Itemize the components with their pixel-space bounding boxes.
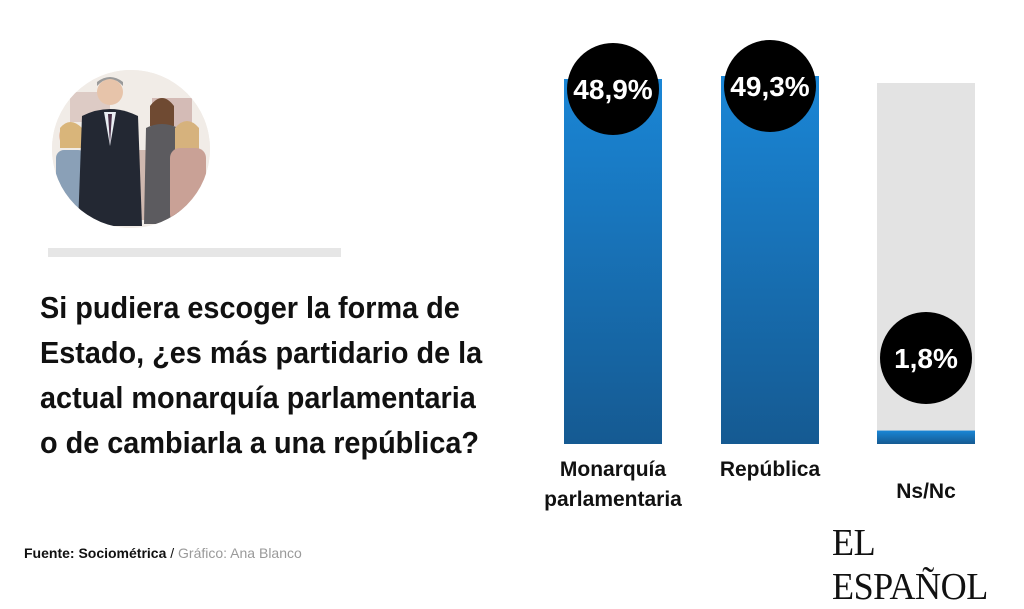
divider-bar [48,248,341,257]
value-bubble [880,312,972,404]
category-label: parlamentaria [544,488,682,511]
bar-chart: 48,9% Monarquía parlamentaria 49,3% Repúblic… [544,40,975,511]
category-label: Ns/Nc [896,480,956,503]
data-label: 49,3% [730,71,809,102]
source-line: Fuente: Sociométrica / Gráfico: Ana Blan… [24,545,302,561]
el-espanol-logo: EL ESPAÑOL [832,522,988,608]
value-bubble [567,42,659,135]
graphic-credit: Gráfico: Ana Blanco [178,545,302,561]
royal-family-photo [52,70,210,228]
survey-question: Si pudiera escoger la forma de Estado, ¿… [40,290,483,460]
source-separator: / [166,545,179,561]
category-label: República [720,458,821,481]
bar [564,78,662,444]
source-label: Fuente: Sociométrica [24,545,167,561]
data-label: 48,9% [573,74,652,105]
bar [721,76,819,444]
data-label: 1,8% [894,343,958,374]
bar [877,430,975,444]
value-bubble [724,40,816,132]
category-label: Monarquía [560,458,666,481]
